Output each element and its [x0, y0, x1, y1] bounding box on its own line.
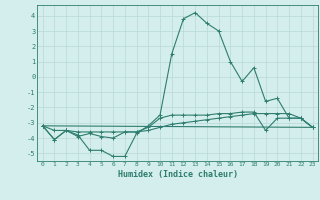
X-axis label: Humidex (Indice chaleur): Humidex (Indice chaleur) [118, 170, 237, 179]
